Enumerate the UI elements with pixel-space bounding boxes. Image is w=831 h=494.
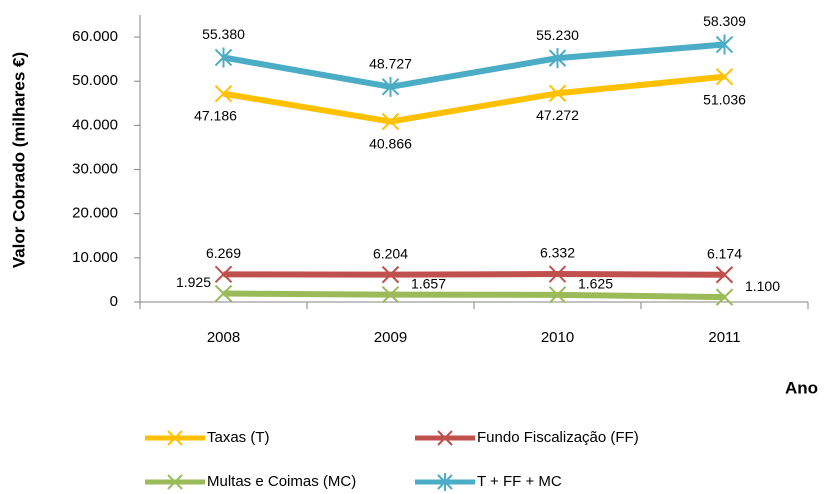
marker bbox=[214, 284, 233, 303]
marker-shape bbox=[214, 47, 233, 68]
legend-label: Fundo Fiscalização (FF) bbox=[477, 429, 639, 446]
data-label: 48.727 bbox=[369, 56, 412, 72]
marker bbox=[214, 47, 233, 68]
data-label: 55.230 bbox=[536, 27, 579, 43]
y-tick-label: 40.000 bbox=[72, 116, 118, 133]
y-tick-label: 0 bbox=[110, 293, 118, 310]
marker bbox=[715, 34, 734, 55]
legend-marker-shape bbox=[167, 474, 183, 490]
legend-marker bbox=[167, 430, 183, 446]
data-label: 58.309 bbox=[703, 13, 746, 29]
data-label: 1.625 bbox=[578, 276, 613, 292]
x-tick-label: 2011 bbox=[708, 329, 740, 346]
marker-shape bbox=[715, 34, 734, 55]
x-tick-label: 2010 bbox=[541, 329, 574, 346]
x-tick-label: 2008 bbox=[207, 329, 240, 346]
data-label: 51.036 bbox=[703, 91, 746, 107]
legend-marker-shape bbox=[437, 473, 453, 491]
data-label: 6.204 bbox=[373, 245, 408, 261]
marker-shape bbox=[548, 84, 567, 102]
marker-shape bbox=[715, 266, 734, 284]
data-label: 6.174 bbox=[707, 245, 742, 261]
marker-shape bbox=[381, 76, 400, 97]
marker bbox=[381, 76, 400, 97]
marker bbox=[381, 265, 400, 284]
marker-shape bbox=[715, 67, 734, 86]
legend-marker-shape bbox=[437, 430, 453, 446]
marker-shape bbox=[214, 265, 233, 284]
marker-shape bbox=[214, 284, 233, 303]
data-label: 47.272 bbox=[536, 107, 579, 123]
marker bbox=[548, 286, 567, 304]
legend-marker bbox=[437, 473, 453, 491]
marker bbox=[214, 265, 233, 284]
marker-shape bbox=[715, 288, 734, 306]
legend-label: T + FF + MC bbox=[477, 473, 562, 490]
data-label: 55.380 bbox=[202, 26, 245, 42]
marker bbox=[214, 84, 233, 103]
marker bbox=[548, 265, 567, 283]
marker bbox=[715, 288, 734, 306]
x-tick-label: 2009 bbox=[374, 329, 407, 346]
data-label: 47.186 bbox=[194, 107, 237, 123]
legend-label: Taxas (T) bbox=[207, 429, 270, 446]
marker bbox=[715, 67, 734, 86]
legend-marker bbox=[437, 430, 453, 446]
marker bbox=[548, 48, 567, 69]
marker bbox=[381, 285, 400, 304]
data-label: 40.866 bbox=[369, 135, 412, 151]
y-tick-label: 20.000 bbox=[72, 205, 118, 222]
marker bbox=[715, 266, 734, 284]
y-tick-label: 30.000 bbox=[72, 161, 118, 178]
marker-shape bbox=[381, 265, 400, 284]
series-line bbox=[223, 290, 725, 301]
marker-shape bbox=[548, 286, 567, 304]
marker-shape bbox=[548, 48, 567, 69]
y-tick-label: 10.000 bbox=[72, 249, 118, 266]
y-tick-label: 60.000 bbox=[72, 28, 118, 45]
marker-shape bbox=[214, 84, 233, 103]
data-label: 1.657 bbox=[411, 275, 446, 291]
marker-shape bbox=[548, 265, 567, 283]
legend-marker-shape bbox=[167, 430, 183, 446]
y-tick-label: 50.000 bbox=[72, 72, 118, 89]
data-label: 1.925 bbox=[176, 274, 211, 290]
data-label: 1.100 bbox=[745, 278, 780, 294]
marker bbox=[381, 112, 400, 131]
series-line bbox=[223, 271, 725, 278]
data-label: 6.269 bbox=[206, 245, 241, 261]
data-label: 6.332 bbox=[540, 245, 575, 261]
series-line bbox=[223, 73, 725, 125]
marker bbox=[548, 84, 567, 102]
legend-marker bbox=[167, 474, 183, 490]
marker-shape bbox=[381, 112, 400, 131]
x-axis-title: Ano bbox=[785, 378, 818, 397]
legend-label: Multas e Coimas (MC) bbox=[207, 473, 356, 490]
marker-shape bbox=[381, 285, 400, 304]
y-axis-title: Valor Cobrado (milhares €) bbox=[9, 52, 28, 268]
series-line bbox=[222, 41, 725, 90]
